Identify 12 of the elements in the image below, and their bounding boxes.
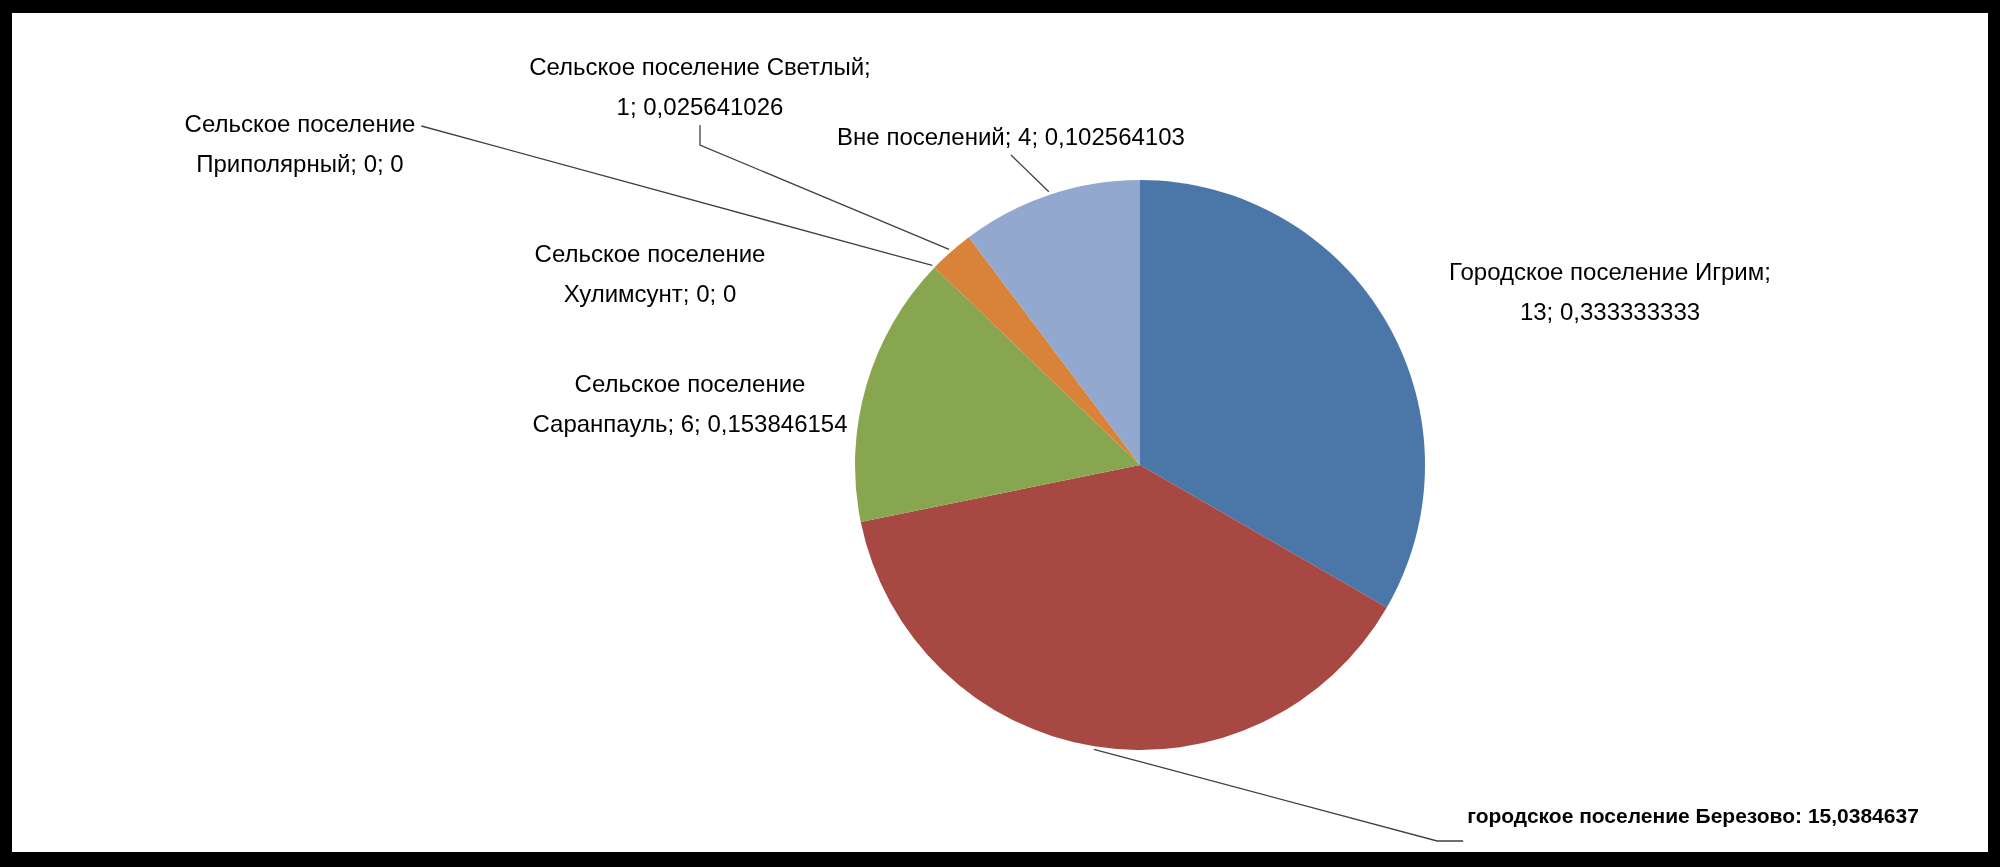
pie-slice <box>934 237 1140 465</box>
category-label: Сельское поселение Приполярный; 0; 0 <box>184 110 416 177</box>
pie-slice <box>855 267 1140 523</box>
slice-label: Городское поселение Игрим; 13; 0,333333333 <box>1449 258 1771 325</box>
slice-label: городское поселение Березово: 15,0384637 <box>1467 804 1919 827</box>
pie-slice <box>968 180 1140 465</box>
category-label: Сельское поселение Хулимсунт; 0; 0 <box>534 240 766 307</box>
pie-slice <box>1140 180 1425 608</box>
pie-slice <box>860 465 1387 750</box>
slice-label: Вне поселений; 4; 0,102564103 <box>837 123 1185 150</box>
slice-label: Сельское поселение Светлый; 1; 0,025641026 <box>529 53 871 120</box>
slice-label: Сельское поселение Саранпауль; 6; 0,153846154 <box>532 370 848 437</box>
